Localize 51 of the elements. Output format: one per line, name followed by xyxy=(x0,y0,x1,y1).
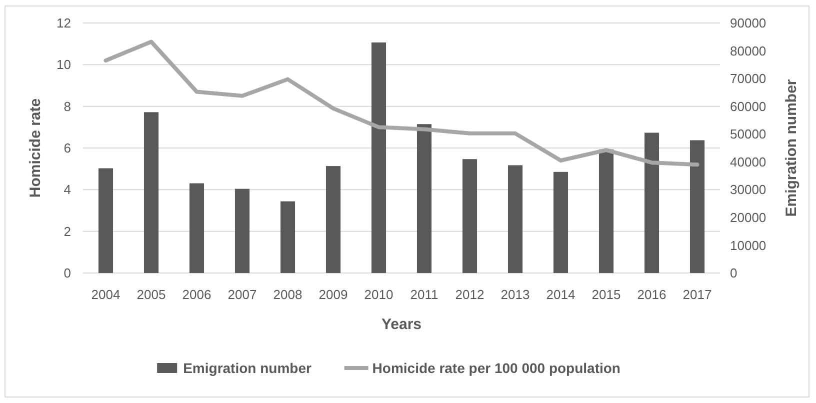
x-tick-label: 2016 xyxy=(637,287,666,302)
y-tick-label: 12 xyxy=(56,16,71,31)
x-tick-label: 2009 xyxy=(318,287,348,302)
x-tick-label: 2008 xyxy=(273,287,302,302)
legend-label: Emigration number xyxy=(183,360,312,376)
x-tick-label: 2015 xyxy=(592,287,621,302)
bar xyxy=(598,149,614,273)
y2-tick-label: 30000 xyxy=(730,182,766,198)
bar xyxy=(144,112,159,273)
bar xyxy=(326,166,341,273)
y-tick-label: 4 xyxy=(64,182,71,198)
x-tick-label: 2006 xyxy=(182,287,212,302)
y2-tick-label: 60000 xyxy=(730,98,766,114)
x-tick-label: 2014 xyxy=(546,287,576,302)
x-tick-label: 2010 xyxy=(364,287,394,302)
y2-tick-label: 0 xyxy=(730,266,738,281)
bar xyxy=(234,188,250,273)
y2-tick-label: 10000 xyxy=(730,238,766,253)
bar xyxy=(690,140,705,273)
y2-axis-title: Emigration number xyxy=(783,79,800,217)
x-tick-label: 2017 xyxy=(682,287,712,302)
bar xyxy=(462,159,478,273)
legend-label: Homicide rate per 100 000 population xyxy=(372,360,620,376)
y2-tick-label: 20000 xyxy=(730,210,766,225)
x-tick-label: 2005 xyxy=(136,287,166,302)
x-tick-label: 2007 xyxy=(228,287,257,302)
bar xyxy=(189,183,204,273)
bar xyxy=(371,42,386,273)
y-tick-label: 0 xyxy=(64,266,71,281)
x-tick-label: 2004 xyxy=(91,287,120,302)
y-tick-label: 6 xyxy=(64,140,71,156)
x-axis-title: Years xyxy=(381,316,422,333)
y2-tick-label: 90000 xyxy=(730,16,766,31)
y2-tick-label: 50000 xyxy=(730,126,766,142)
bar xyxy=(644,132,660,273)
line-series xyxy=(104,40,700,167)
y-axis-title: Homicide rate xyxy=(27,98,44,198)
y-tick-label: 8 xyxy=(64,98,71,114)
x-tick-label: 2013 xyxy=(500,287,530,302)
bar xyxy=(553,172,568,273)
y2-tick-label: 40000 xyxy=(730,154,766,170)
bar xyxy=(416,124,432,273)
y-tick-label: 10 xyxy=(56,57,71,72)
y2-tick-label: 80000 xyxy=(730,43,766,58)
bar xyxy=(98,168,114,273)
bar xyxy=(280,201,296,273)
x-tick-label: 2011 xyxy=(410,287,438,302)
y2-tick-label: 70000 xyxy=(730,71,766,86)
x-tick-label: 2012 xyxy=(455,287,484,302)
y-tick-label: 2 xyxy=(64,224,71,239)
bar xyxy=(508,165,523,273)
